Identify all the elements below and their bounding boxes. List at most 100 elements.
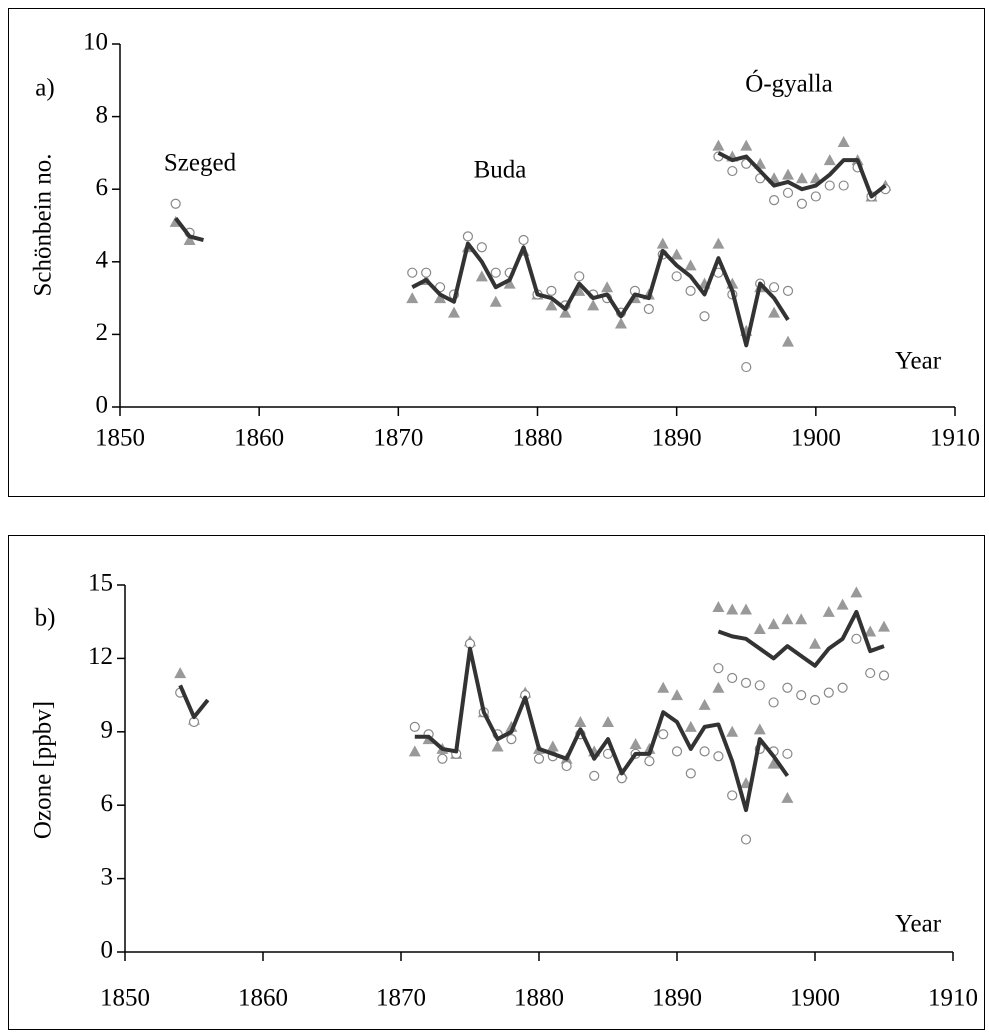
triangle-point <box>615 317 627 329</box>
mean-line <box>717 609 885 668</box>
y-tick-label: 0 <box>101 937 114 964</box>
triangle-point <box>684 259 697 271</box>
circle-point <box>782 285 794 296</box>
mean-line <box>174 217 205 242</box>
circle-point <box>824 180 835 191</box>
triangle-point <box>602 716 614 728</box>
triangle-point <box>782 168 794 180</box>
circle-point <box>561 760 572 772</box>
circle-point <box>506 734 517 745</box>
y-axis-label: Ozone [ppbv] <box>30 701 57 839</box>
triangle-point <box>475 270 488 282</box>
y-tick-label: 2 <box>96 319 109 346</box>
triangle-point <box>546 740 559 752</box>
circle-point <box>782 748 793 759</box>
triangle-point <box>878 620 890 632</box>
circle-point <box>823 687 834 698</box>
triangle-point <box>601 281 614 293</box>
mean-line <box>178 684 210 720</box>
mean-line <box>717 151 887 199</box>
y-tick-label: 8 <box>96 101 109 128</box>
circle-point <box>878 670 890 681</box>
triangle-point <box>850 586 863 598</box>
circle-point <box>574 271 585 282</box>
y-tick-label: 6 <box>101 790 114 817</box>
triangle-point <box>574 716 587 728</box>
circle-point <box>796 689 807 701</box>
station-label: Ó-gyalla <box>745 70 832 98</box>
triangle-point <box>657 681 670 693</box>
circle-point <box>713 663 724 674</box>
triangle-point <box>712 601 725 613</box>
station-label: Szeged <box>164 150 237 177</box>
triangle-point <box>809 637 821 649</box>
y-tick-label: 6 <box>96 174 109 201</box>
triangle-point <box>448 306 460 318</box>
circle-point <box>437 753 448 764</box>
mean-line <box>411 241 790 348</box>
circle-point <box>809 694 821 706</box>
triangle-point <box>183 234 196 246</box>
x-tick-label: 1900 <box>791 425 841 452</box>
circle-point <box>671 746 683 757</box>
circle-point <box>713 751 724 762</box>
triangle-point <box>587 299 600 311</box>
triangle-point <box>837 136 850 148</box>
circle-point <box>699 311 710 322</box>
triangle-point <box>489 295 502 307</box>
triangle-point <box>712 681 725 693</box>
triangle-point <box>726 725 739 737</box>
triangle-point <box>406 292 419 304</box>
circle-point <box>782 187 794 198</box>
y-axis-label: Schönbein no. <box>30 153 57 296</box>
x-tick-label: 1850 <box>100 985 150 1012</box>
triangle-point <box>684 720 697 732</box>
triangle-point <box>781 791 794 803</box>
x-axis-label: Year <box>895 348 942 375</box>
circle-point <box>643 303 654 315</box>
panel-label: b) <box>35 605 56 632</box>
triangle-point <box>629 738 642 750</box>
x-tick-label: 1910 <box>930 425 980 452</box>
circle-point <box>685 285 696 296</box>
triangle-point <box>408 745 421 757</box>
triangle-point <box>656 237 669 249</box>
circle-point <box>518 234 529 246</box>
triangle-point <box>836 598 849 610</box>
circle-point <box>727 165 738 177</box>
triangle-point <box>740 139 753 151</box>
circle-point <box>740 677 752 688</box>
triangle-point <box>795 613 808 625</box>
triangle-point <box>753 623 766 635</box>
triangle-point <box>864 625 877 637</box>
panel-frame <box>8 535 985 1030</box>
x-tick-label: 1860 <box>238 985 288 1012</box>
triangle-point <box>670 248 683 260</box>
triangle-point <box>753 723 766 735</box>
circle-point <box>837 682 848 693</box>
circle-point <box>699 746 710 757</box>
y-tick-label: 0 <box>96 392 109 419</box>
circle-point <box>782 682 793 693</box>
triangle-point <box>503 277 516 289</box>
x-axis-label: Year <box>895 911 942 938</box>
y-tick-label: 15 <box>88 570 113 597</box>
circle-point <box>658 729 669 740</box>
circle-point <box>170 198 181 209</box>
circle-point <box>685 768 696 779</box>
circle-point <box>768 194 780 206</box>
triangle-point <box>782 335 794 347</box>
triangle-point <box>822 605 835 617</box>
circle-point <box>476 242 487 253</box>
circle-point <box>409 721 420 733</box>
x-tick-label: 1870 <box>376 985 426 1012</box>
y-tick-label: 12 <box>88 643 113 670</box>
triangle-point <box>781 613 794 625</box>
circle-point <box>490 267 501 278</box>
triangle-point <box>698 698 711 710</box>
triangle-point <box>671 689 683 701</box>
circle-point <box>768 282 780 293</box>
triangle-point <box>559 306 572 318</box>
circle-point <box>754 680 765 691</box>
